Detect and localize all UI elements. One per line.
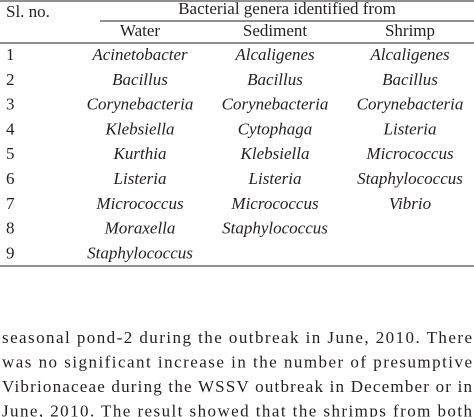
paragraph-line: Vibrionaceae during the WSSV outbreak in… — [2, 377, 473, 396]
genus-cell: Klebsiella — [105, 119, 175, 138]
row-number: 6 — [6, 169, 15, 188]
sl-no-header: Sl. no. — [6, 2, 50, 21]
row-number: 9 — [6, 243, 15, 262]
paragraph-line: June, 2010. The result showed that the s… — [2, 402, 472, 417]
column-header: Shrimp — [385, 21, 435, 40]
genus-cell: Alcaligenes — [369, 45, 450, 64]
row-number: 4 — [6, 119, 15, 138]
genus-cell: Klebsiella — [240, 144, 310, 163]
genus-cell: Listeria — [113, 169, 167, 188]
genus-cell: Corynebacteria — [357, 95, 464, 114]
genus-cell: Bacillus — [382, 70, 438, 89]
genus-cell: Listeria — [383, 119, 437, 138]
genus-cell: Staphylococcus — [357, 169, 463, 188]
genus-cell: Listeria — [248, 169, 302, 188]
paragraph-line: seasonal pond-2 during the outbreak in J… — [2, 328, 472, 347]
row-number: 1 — [6, 45, 15, 64]
group-header: Bacterial genera identified from — [178, 0, 396, 18]
genus-cell: Vibrio — [389, 194, 431, 213]
row-number: 7 — [6, 194, 15, 213]
column-header: Water — [120, 21, 160, 40]
genus-cell: Cytophaga — [238, 119, 313, 138]
row-number: 8 — [6, 219, 15, 238]
row-number: 2 — [6, 70, 15, 89]
genus-cell: Bacillus — [247, 70, 303, 89]
genus-cell: Staphylococcus — [87, 243, 193, 262]
genus-cell: Micrococcus — [365, 144, 454, 163]
genus-cell: Corynebacteria — [222, 95, 329, 114]
genus-cell: Staphylococcus — [222, 219, 328, 238]
genus-cell: Corynebacteria — [87, 95, 194, 114]
genus-cell: Acinetobacter — [91, 45, 188, 64]
row-number: 5 — [6, 144, 15, 163]
genus-cell: Micrococcus — [230, 194, 319, 213]
genus-cell: Kurthia — [113, 144, 167, 163]
column-header: Sediment — [243, 21, 307, 40]
row-number: 3 — [6, 95, 15, 114]
genus-cell: Moraxella — [104, 219, 176, 238]
genus-cell: Micrococcus — [95, 194, 184, 213]
genus-cell: Alcaligenes — [234, 45, 315, 64]
paragraph-line: was no significant increase in the numbe… — [2, 353, 472, 372]
genus-cell: Bacillus — [112, 70, 168, 89]
